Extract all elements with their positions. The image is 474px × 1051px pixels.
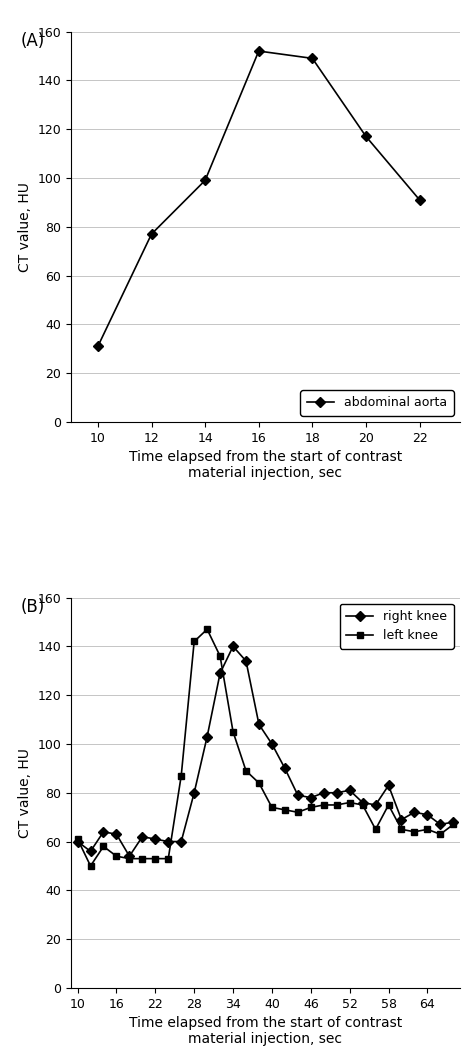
- right knee: [114, 828, 119, 841]
- right knee: [411, 806, 417, 819]
- left knee: [75, 832, 81, 845]
- Line: abdominal aorta: abdominal aorta: [94, 47, 423, 350]
- left knee: [191, 635, 197, 647]
- abdominal aorta: [202, 174, 208, 187]
- right knee: [204, 730, 210, 743]
- left knee: [334, 799, 339, 811]
- Y-axis label: CT value, HU: CT value, HU: [18, 748, 32, 838]
- X-axis label: Time elapsed from the start of contrast
material injection, sec: Time elapsed from the start of contrast …: [129, 450, 402, 480]
- abdominal aorta: [95, 339, 101, 352]
- left knee: [100, 840, 106, 852]
- left knee: [204, 623, 210, 636]
- right knee: [153, 832, 158, 845]
- left knee: [269, 801, 275, 813]
- right knee: [373, 799, 378, 811]
- right knee: [191, 786, 197, 799]
- right knee: [230, 640, 236, 653]
- right knee: [295, 789, 301, 802]
- Text: (B): (B): [20, 598, 45, 616]
- abdominal aorta: [310, 53, 315, 65]
- left knee: [450, 818, 456, 830]
- right knee: [243, 655, 249, 667]
- left knee: [308, 801, 314, 813]
- Text: (A): (A): [20, 32, 45, 49]
- right knee: [425, 808, 430, 821]
- right knee: [386, 779, 392, 791]
- right knee: [438, 818, 443, 830]
- Legend: abdominal aorta: abdominal aorta: [301, 390, 454, 415]
- right knee: [308, 791, 314, 804]
- left knee: [178, 769, 184, 782]
- left knee: [139, 852, 145, 865]
- left knee: [127, 852, 132, 865]
- right knee: [450, 816, 456, 828]
- right knee: [269, 738, 275, 750]
- Legend: right knee, left knee: right knee, left knee: [339, 604, 454, 648]
- left knee: [165, 852, 171, 865]
- left knee: [230, 725, 236, 738]
- left knee: [88, 860, 93, 872]
- left knee: [321, 799, 327, 811]
- X-axis label: Time elapsed from the start of contrast
material injection, sec: Time elapsed from the start of contrast …: [129, 1016, 402, 1047]
- right knee: [334, 786, 339, 799]
- left knee: [411, 825, 417, 838]
- Y-axis label: CT value, HU: CT value, HU: [18, 182, 32, 271]
- right knee: [347, 784, 353, 797]
- right knee: [100, 825, 106, 838]
- left knee: [373, 823, 378, 836]
- abdominal aorta: [149, 228, 155, 241]
- left knee: [153, 852, 158, 865]
- left knee: [282, 804, 288, 817]
- left knee: [243, 764, 249, 777]
- Line: right knee: right knee: [74, 643, 457, 860]
- left knee: [399, 823, 404, 836]
- right knee: [282, 762, 288, 775]
- right knee: [139, 830, 145, 843]
- right knee: [75, 836, 81, 848]
- right knee: [217, 667, 223, 680]
- right knee: [178, 836, 184, 848]
- left knee: [425, 823, 430, 836]
- abdominal aorta: [256, 45, 262, 58]
- left knee: [114, 850, 119, 863]
- left knee: [386, 799, 392, 811]
- right knee: [360, 797, 365, 809]
- right knee: [321, 786, 327, 799]
- right knee: [399, 813, 404, 826]
- left knee: [347, 797, 353, 809]
- Line: left knee: left knee: [74, 625, 457, 869]
- left knee: [360, 799, 365, 811]
- left knee: [295, 806, 301, 819]
- right knee: [127, 850, 132, 863]
- abdominal aorta: [363, 130, 369, 143]
- right knee: [256, 718, 262, 730]
- left knee: [217, 650, 223, 662]
- right knee: [88, 845, 93, 858]
- right knee: [165, 836, 171, 848]
- abdominal aorta: [417, 193, 422, 206]
- left knee: [256, 777, 262, 789]
- left knee: [438, 828, 443, 841]
